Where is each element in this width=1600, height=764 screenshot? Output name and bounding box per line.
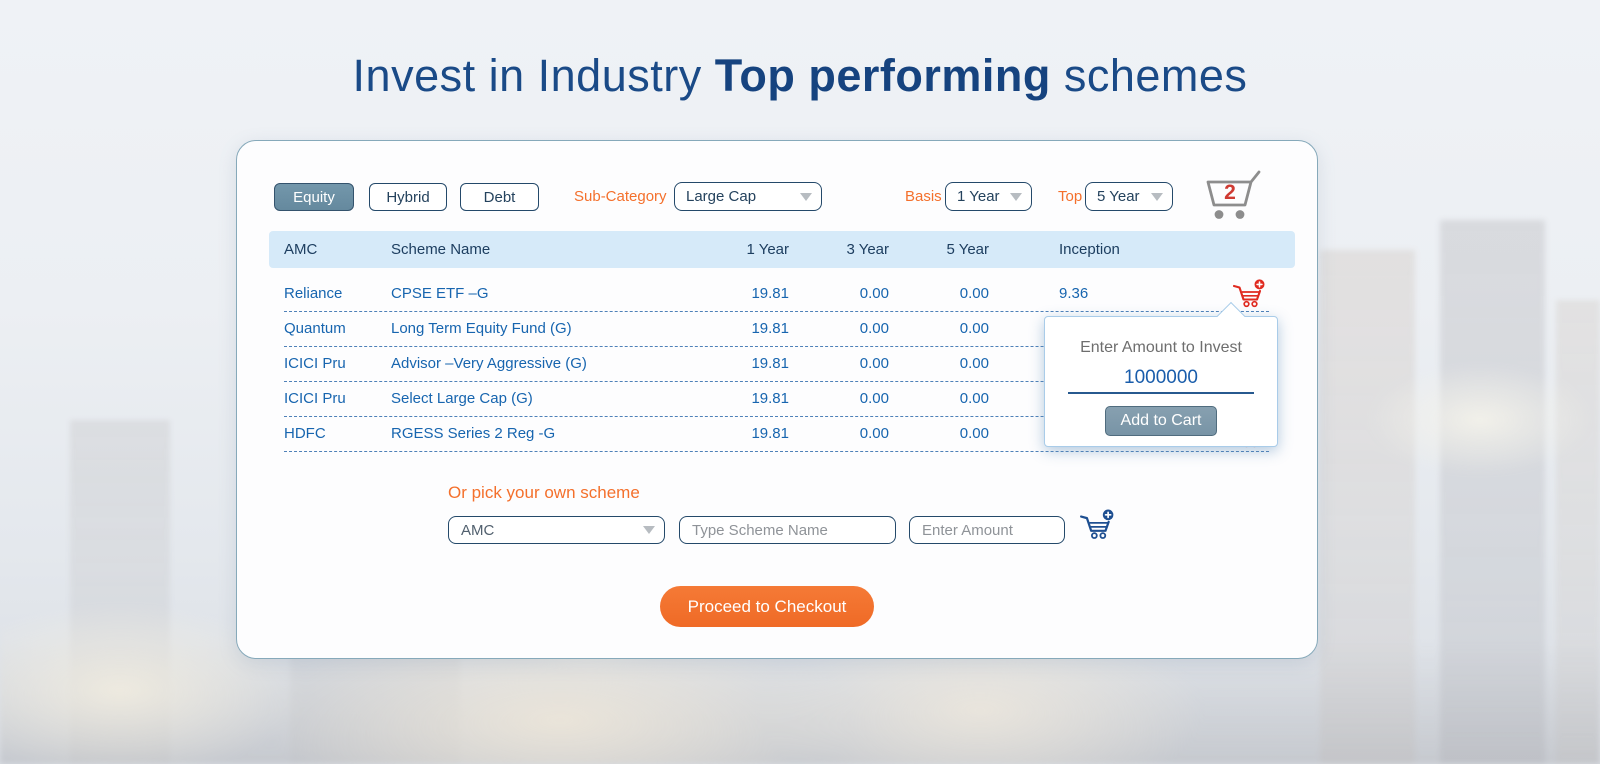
add-to-cart-icon-button[interactable] (1229, 277, 1269, 311)
page-title-part-bold: Top performing (714, 50, 1051, 101)
cell-scheme[interactable]: Long Term Equity Fund (G) (391, 320, 572, 337)
col-header-inception: Inception (1059, 241, 1120, 258)
top-select[interactable]: 5 Year (1085, 182, 1173, 211)
col-header-3year: 3 Year (846, 241, 889, 258)
cell-1year: 19.81 (751, 425, 789, 442)
tab-debt-label: Debt (483, 188, 516, 206)
add-cart-icon (1232, 279, 1265, 308)
cell-3year: 0.00 (859, 425, 889, 442)
enter-amount-popup: Enter Amount to Invest Add to Cart (1044, 301, 1278, 447)
chevron-down-icon (643, 526, 655, 534)
schemes-table: Reliance CPSE ETF –G 19.81 0.00 0.00 9.3… (284, 277, 1269, 452)
tab-equity[interactable]: Equity (274, 183, 354, 211)
table-header: AMC Scheme Name 1 Year 3 Year 5 Year Inc… (269, 231, 1295, 268)
amount-input[interactable] (909, 516, 1065, 544)
tab-equity-label: Equity (293, 188, 335, 206)
cell-5year: 0.00 (959, 355, 989, 372)
cell-scheme[interactable]: CPSE ETF –G (391, 285, 489, 302)
page-title-part: Invest in Industry (352, 50, 715, 101)
col-header-scheme: Scheme Name (391, 241, 491, 258)
basis-label: Basis (905, 188, 942, 205)
chevron-down-icon (800, 192, 812, 201)
top-schemes-card: Equity Hybrid Debt Sub-Category Large Ca… (236, 140, 1318, 659)
sub-category-value: Large Cap (686, 188, 757, 205)
cell-scheme[interactable]: RGESS Series 2 Reg -G (391, 425, 556, 442)
sub-category-select[interactable]: Large Cap (674, 182, 822, 211)
cell-5year: 0.00 (959, 390, 989, 407)
page-title: Invest in Industry Top performing scheme… (0, 50, 1600, 102)
table-row: ICICI Pru Advisor –Very Aggressive (G) 1… (284, 347, 1269, 382)
proceed-to-checkout-button[interactable]: Proceed to Checkout (660, 586, 874, 627)
cell-scheme[interactable]: Select Large Cap (G) (391, 390, 533, 407)
cell-amc: ICICI Pru (284, 355, 346, 372)
cell-amc: Reliance (284, 285, 343, 302)
col-header-1year: 1 Year (746, 241, 789, 258)
cell-1year: 19.81 (751, 320, 789, 337)
cell-5year: 0.00 (959, 285, 989, 302)
page-title-part: schemes (1050, 50, 1248, 101)
table-row: ICICI Pru Select Large Cap (G) 19.81 0.0… (284, 382, 1269, 417)
tab-hybrid[interactable]: Hybrid (369, 183, 447, 211)
popup-title: Enter Amount to Invest (1080, 339, 1242, 356)
cell-3year: 0.00 (859, 285, 889, 302)
pick-own-scheme-heading: Or pick your own scheme (448, 483, 640, 502)
chevron-down-icon (1151, 192, 1163, 201)
basis-value: 1 Year (957, 188, 1000, 205)
table-row: Reliance CPSE ETF –G 19.81 0.00 0.00 9.3… (284, 277, 1269, 312)
cell-amc: Quantum (284, 320, 346, 337)
amc-select-value: AMC (461, 521, 495, 539)
scheme-name-input[interactable] (679, 516, 896, 544)
cell-5year: 0.00 (959, 425, 989, 442)
cart-count-badge: 2 (1224, 181, 1236, 204)
shopping-cart-icon: 2 (1206, 170, 1261, 219)
cell-1year: 19.81 (751, 355, 789, 372)
col-header-5year: 5 Year (946, 241, 989, 258)
cell-5year: 0.00 (959, 320, 989, 337)
add-cart-icon (1080, 509, 1114, 539)
top-value: 5 Year (1097, 188, 1140, 205)
chevron-down-icon (1010, 192, 1022, 201)
cell-amc: ICICI Pru (284, 390, 346, 407)
cell-3year: 0.00 (859, 390, 889, 407)
amount-to-invest-input[interactable] (1068, 367, 1254, 394)
add-to-cart-button[interactable]: Add to Cart (1105, 406, 1217, 436)
table-row: Quantum Long Term Equity Fund (G) 19.81 … (284, 312, 1269, 347)
cell-1year: 19.81 (751, 390, 789, 407)
top-label: Top (1058, 188, 1083, 205)
cell-3year: 0.00 (859, 355, 889, 372)
tab-debt[interactable]: Debt (460, 183, 539, 211)
amc-select[interactable]: AMC (448, 516, 665, 544)
basis-select[interactable]: 1 Year (945, 182, 1032, 211)
cell-3year: 0.00 (859, 320, 889, 337)
cell-scheme[interactable]: Advisor –Very Aggressive (G) (391, 355, 587, 372)
tab-hybrid-label: Hybrid (386, 188, 430, 206)
cell-1year: 19.81 (751, 285, 789, 302)
cart-button[interactable]: 2 (1200, 168, 1264, 222)
sub-category-label: Sub-Category (574, 188, 667, 205)
cell-inception: 9.36 (1059, 285, 1089, 302)
col-header-amc: AMC (284, 241, 318, 258)
cell-amc: HDFC (284, 425, 326, 442)
add-own-scheme-to-cart-button[interactable] (1079, 509, 1115, 546)
